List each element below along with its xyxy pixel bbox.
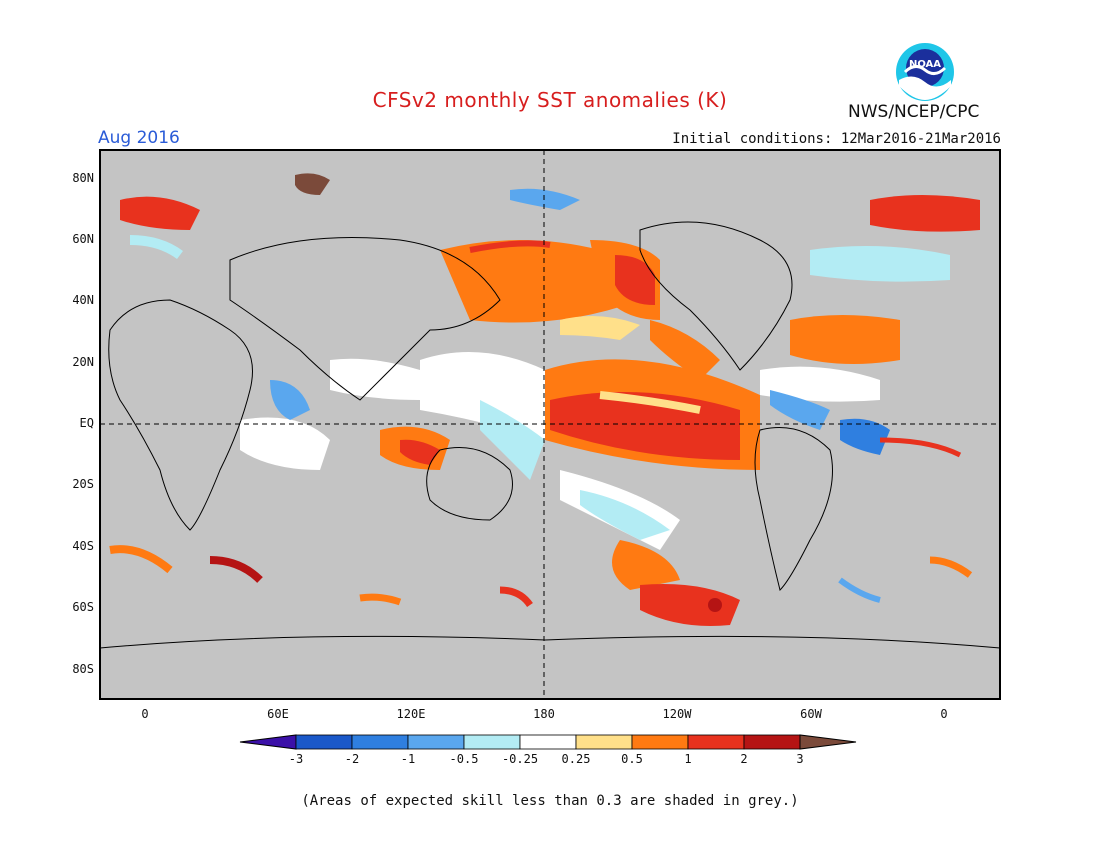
colorbar-tick-label: -2 [344,752,360,766]
lon-label: 60E [267,707,289,721]
colorbar-below-arrow [239,734,297,750]
colorbar-tick-label: -0.25 [501,752,539,766]
colorbar-tick-label: -3 [288,752,304,766]
colorbar-tick-label: 0.25 [561,752,591,766]
colorbar-bin [351,734,409,750]
colorbar-above-arrow [799,734,857,750]
colorbar-bin [631,734,689,750]
lat-label: 80N [72,171,94,185]
colorbar-tick-label: -1 [400,752,416,766]
map-title: CFSv2 monthly SST anomalies (K) [372,88,728,112]
lon-label: 0 [141,707,149,721]
forecast-month: Aug 2016 [98,128,180,148]
anomaly-shading [109,173,980,626]
colorbar-bin [295,734,353,750]
noaa-logo: NOAA [896,43,954,101]
colorbar-bin [575,734,633,750]
lat-label: 20N [72,355,94,369]
colorbar-tick-label: 1 [684,752,692,766]
lat-label: 40S [72,539,94,553]
colorbar-bin [463,734,521,750]
colorbar-tick-label: 3 [796,752,804,766]
agency-label: NWS/NCEP/CPC [848,102,980,122]
lat-label: 40N [72,293,94,307]
lat-label: 60N [72,232,94,246]
lat-label: 60S [72,600,94,614]
initial-conditions: Initial conditions: 12Mar2016-21Mar2016 [672,131,1001,147]
colorbar-bin [743,734,801,750]
colorbar-bin [407,734,465,750]
colorbar-tick-label: -0.5 [449,752,479,766]
colorbar-tick-label: 2 [740,752,748,766]
lon-label: 180 [533,707,555,721]
lat-label: 20S [72,477,94,491]
lon-label: 60W [800,707,822,721]
lat-label: EQ [79,416,94,430]
lat-label: 80S [72,662,94,676]
skill-footnote: (Areas of expected skill less than 0.3 a… [301,793,799,809]
colorbar-bin [687,734,745,750]
map-frame [99,149,1001,700]
lon-label: 0 [940,707,948,721]
colorbar-bin [519,734,577,750]
coastlines [99,221,1001,649]
colorbar-tick-label: 0.5 [621,752,643,766]
logo-text: NOAA [909,59,941,70]
lon-label: 120W [662,707,692,721]
lon-label: 120E [396,707,426,721]
